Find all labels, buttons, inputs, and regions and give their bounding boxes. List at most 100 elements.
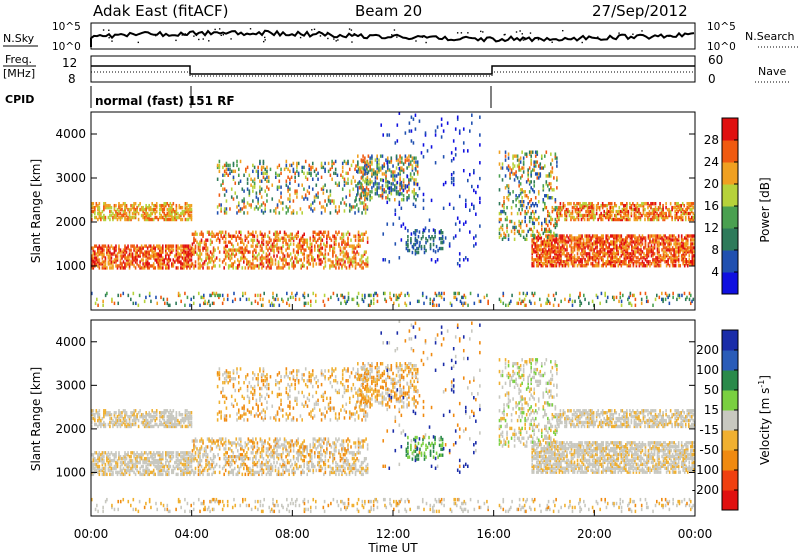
power-cell [234, 298, 236, 301]
power-cell [441, 296, 443, 299]
power-cell [532, 168, 534, 171]
power-cell [555, 152, 557, 155]
power-cell [673, 242, 675, 245]
power-cell [443, 240, 445, 243]
power-cell [592, 234, 594, 237]
power-cell [358, 252, 360, 255]
power-cell [106, 204, 108, 207]
power-cell [323, 231, 325, 234]
power-cell [177, 212, 179, 215]
power-cell [224, 193, 226, 196]
power-cell [356, 203, 358, 206]
power-cell [335, 168, 337, 171]
velocity-cell [94, 467, 96, 470]
power-cell [526, 238, 528, 241]
power-cell [97, 246, 99, 249]
power-cell [335, 182, 337, 185]
power-cell [643, 252, 645, 255]
power-cell [162, 256, 164, 259]
power-cell [114, 302, 116, 305]
power-cell [547, 224, 549, 227]
power-cell [191, 204, 193, 207]
power-cell [167, 218, 169, 221]
power-cell [419, 244, 421, 247]
power-cell [120, 254, 122, 257]
power-cell [366, 160, 368, 163]
freq-label-1: Freq. [5, 53, 32, 66]
power-cell [180, 260, 182, 263]
power-cell [309, 237, 311, 240]
power-cell [682, 238, 684, 241]
power-cell [685, 234, 687, 237]
power-cell [368, 188, 370, 191]
power-cell [673, 234, 675, 237]
power-cell [524, 298, 526, 301]
power-cell [610, 248, 612, 251]
power-cell [120, 248, 122, 251]
power-cell [256, 170, 258, 173]
power-cell [130, 260, 132, 263]
power-cell [174, 254, 176, 257]
power-cell [279, 246, 281, 249]
power-cell [371, 196, 373, 199]
power-cell [250, 203, 252, 206]
power-cell [534, 302, 536, 305]
power-cell [680, 214, 682, 217]
power-cell [310, 207, 312, 210]
nsearch-point [562, 30, 563, 31]
power-cell [319, 262, 321, 265]
power-cell [577, 256, 579, 259]
power-cell [231, 187, 233, 190]
nsearch-point [582, 42, 583, 43]
power-cell [614, 202, 616, 205]
power-cell [558, 216, 560, 219]
power-cell [587, 214, 589, 217]
power-cell [415, 114, 417, 117]
power-cell [211, 235, 213, 238]
power-colorbar-segment [722, 228, 738, 251]
power-cell [96, 262, 98, 265]
power-cell [592, 242, 594, 245]
power-cell [664, 216, 666, 219]
power-cell [124, 244, 126, 247]
power-cell [189, 252, 191, 255]
power-cell [109, 204, 111, 207]
power-cell [636, 260, 638, 263]
power-cell [349, 256, 351, 259]
nsearch-tick-bottom: 10^0 [707, 41, 736, 53]
power-colorbar-segment [722, 118, 738, 141]
power-cell [550, 162, 552, 165]
power-cell [286, 211, 288, 214]
power-cell [102, 260, 104, 263]
power-cell [188, 244, 190, 247]
power-cell [658, 254, 660, 257]
power-cell [319, 254, 321, 257]
power-cell [288, 244, 290, 247]
power-cell [523, 170, 525, 173]
power-cell [502, 162, 504, 165]
power-cell [177, 216, 179, 219]
power-cell [553, 304, 555, 307]
power-cell [278, 304, 280, 307]
power-cell [409, 249, 411, 252]
power-cell [409, 129, 411, 132]
power-cell [546, 218, 548, 221]
power-cell [553, 250, 555, 253]
power-cell [587, 234, 589, 237]
power-cell [435, 260, 437, 263]
power-cell [532, 188, 534, 191]
power-cell [290, 233, 292, 236]
power-cell [241, 239, 243, 242]
power-cell [180, 300, 182, 303]
power-cell [367, 176, 369, 179]
nsearch-point [182, 34, 183, 35]
power-cell [613, 250, 615, 253]
power-cell [554, 264, 556, 267]
power-cell [204, 260, 206, 263]
power-cell [278, 237, 280, 240]
power-cell [535, 151, 537, 154]
power-cell [191, 214, 193, 217]
power-cell [268, 176, 270, 179]
nsearch-point [111, 40, 112, 41]
power-cell [403, 168, 405, 171]
